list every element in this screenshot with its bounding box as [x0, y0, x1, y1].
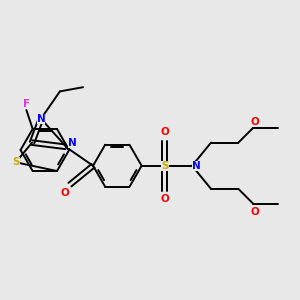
- Text: S: S: [161, 161, 169, 171]
- Text: O: O: [160, 194, 169, 204]
- Text: O: O: [160, 127, 169, 137]
- Text: O: O: [251, 117, 260, 127]
- Text: N: N: [192, 161, 201, 171]
- Text: O: O: [251, 207, 260, 217]
- Text: O: O: [61, 188, 69, 198]
- Text: S: S: [12, 157, 20, 167]
- Text: N: N: [68, 138, 76, 148]
- Text: F: F: [23, 99, 30, 109]
- Text: N: N: [37, 114, 45, 124]
